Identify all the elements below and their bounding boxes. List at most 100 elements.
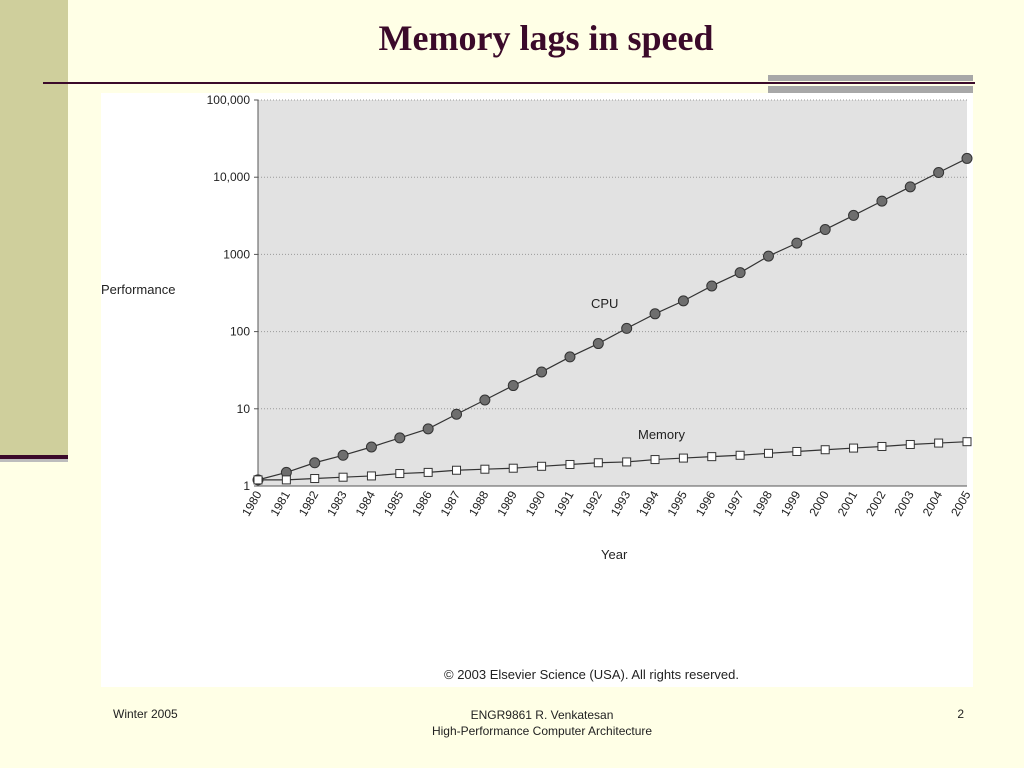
title-accent-bar-bottom — [768, 86, 973, 93]
plot-area — [258, 100, 967, 486]
cpu-point — [451, 408, 463, 420]
x-tick-label: 1986 — [409, 488, 435, 518]
memory-point — [423, 467, 433, 477]
cpu-point — [649, 308, 661, 320]
x-tick-label: 2002 — [863, 488, 889, 518]
cpu-point — [677, 295, 689, 307]
y-tick-label: 100,000 — [207, 93, 251, 107]
memory-point — [593, 458, 603, 468]
cpu-point — [592, 338, 604, 350]
cpu-point — [394, 432, 406, 444]
cpu-point — [309, 457, 321, 469]
grid-layer — [254, 99, 967, 487]
memory-point — [537, 461, 547, 471]
footer-date: Winter 2005 — [113, 707, 178, 721]
y-tick-label: 100 — [230, 325, 250, 339]
cpu-point — [819, 224, 831, 236]
memory-point — [452, 465, 462, 475]
y-tick-labels: 1 10 100 1000 10,000 100,000 — [207, 93, 251, 493]
x-tick-label: 2004 — [920, 488, 946, 518]
title-accent-bar-top — [768, 75, 973, 81]
memory-point — [735, 450, 745, 460]
cpu-point — [933, 167, 945, 179]
cpu-point — [961, 152, 973, 164]
y-tick-label: 10,000 — [213, 170, 250, 184]
footer-course-line1: ENGR9861 R. Venkatesan — [470, 708, 614, 722]
series-line-memory — [258, 441, 968, 481]
footer-course-line2: High-Performance Computer Architecture — [431, 724, 653, 738]
cpu-point — [706, 280, 718, 292]
performance-chart: 1 10 100 1000 10,000 100,000 1980 1981 1982 1983… — [101, 93, 973, 682]
footer-course: ENGR9861 R. Venkatesan High-Performance … — [342, 707, 742, 739]
x-tick-label: 2003 — [891, 488, 917, 518]
x-tick-label: 2005 — [948, 488, 973, 518]
x-tick-label: 1991 — [551, 488, 577, 518]
memory-point — [565, 459, 575, 469]
memory-point — [310, 474, 320, 484]
memory-point — [650, 455, 660, 465]
x-tick-label: 2000 — [806, 488, 832, 518]
cpu-point — [876, 195, 888, 207]
cpu-point — [791, 237, 803, 249]
x-tick-label: 1990 — [523, 488, 549, 518]
series-label-memory: Memory — [638, 427, 685, 442]
y-axis-label: Performance — [101, 282, 175, 297]
x-tick-label: 1985 — [381, 488, 407, 518]
page-number: 2 — [957, 707, 964, 721]
x-tick-label: 1997 — [721, 488, 747, 518]
x-tick-label: 1987 — [438, 488, 464, 518]
cpu-point — [479, 394, 491, 406]
cpu-point — [536, 366, 548, 378]
x-tick-label: 1989 — [494, 488, 520, 518]
cpu-point — [848, 209, 860, 221]
memory-point — [763, 448, 773, 458]
memory-point — [792, 446, 802, 456]
memory-point — [508, 463, 518, 473]
title-underline — [43, 82, 975, 84]
memory-point — [905, 439, 915, 449]
memory-point — [877, 441, 887, 451]
memory-point — [707, 452, 717, 462]
slide-title: Memory lags in speed — [378, 18, 714, 58]
x-tick-label: 2001 — [835, 488, 861, 518]
memory-point — [338, 472, 348, 482]
cpu-point — [762, 250, 774, 262]
x-tick-labels: 1980 1981 1982 1983 1984 1985 1986 1987 1988 1989… — [239, 488, 973, 518]
cpu-point — [507, 380, 519, 392]
y-tick-label: 10 — [237, 402, 251, 416]
memory-point — [480, 464, 490, 474]
x-axis-label: Year — [601, 547, 628, 562]
x-tick-label: 1993 — [608, 488, 634, 518]
memory-point — [678, 453, 688, 463]
series-layer — [252, 152, 973, 486]
memory-point — [934, 438, 944, 448]
y-tick-label: 1 — [243, 479, 250, 493]
memory-point — [281, 475, 291, 485]
x-tick-label: 1998 — [750, 488, 776, 518]
memory-point — [395, 469, 405, 479]
memory-point — [253, 475, 263, 485]
cpu-point — [564, 351, 576, 363]
cpu-point — [365, 441, 377, 453]
x-tick-label: 1994 — [636, 488, 662, 518]
x-tick-label: 1992 — [579, 488, 605, 518]
x-tick-label: 1984 — [353, 488, 379, 518]
left-accent-bar — [0, 0, 68, 455]
memory-point — [820, 445, 830, 455]
memory-point — [962, 437, 972, 447]
copyright-notice: © 2003 Elsevier Science (USA). All right… — [444, 667, 739, 682]
cpu-point — [904, 181, 916, 193]
cpu-point — [337, 449, 349, 461]
x-tick-label: 1999 — [778, 488, 804, 518]
left-accent-shadow — [0, 459, 68, 462]
memory-point — [366, 471, 376, 481]
x-tick-label: 1996 — [693, 488, 719, 518]
x-tick-label: 1988 — [466, 488, 492, 518]
series-label-cpu: CPU — [591, 296, 618, 311]
cpu-point — [621, 322, 633, 334]
left-accent-rule — [0, 455, 68, 459]
cpu-point — [422, 423, 434, 435]
x-tick-label: 1995 — [665, 488, 691, 518]
memory-point — [622, 457, 632, 467]
memory-point — [849, 443, 859, 453]
